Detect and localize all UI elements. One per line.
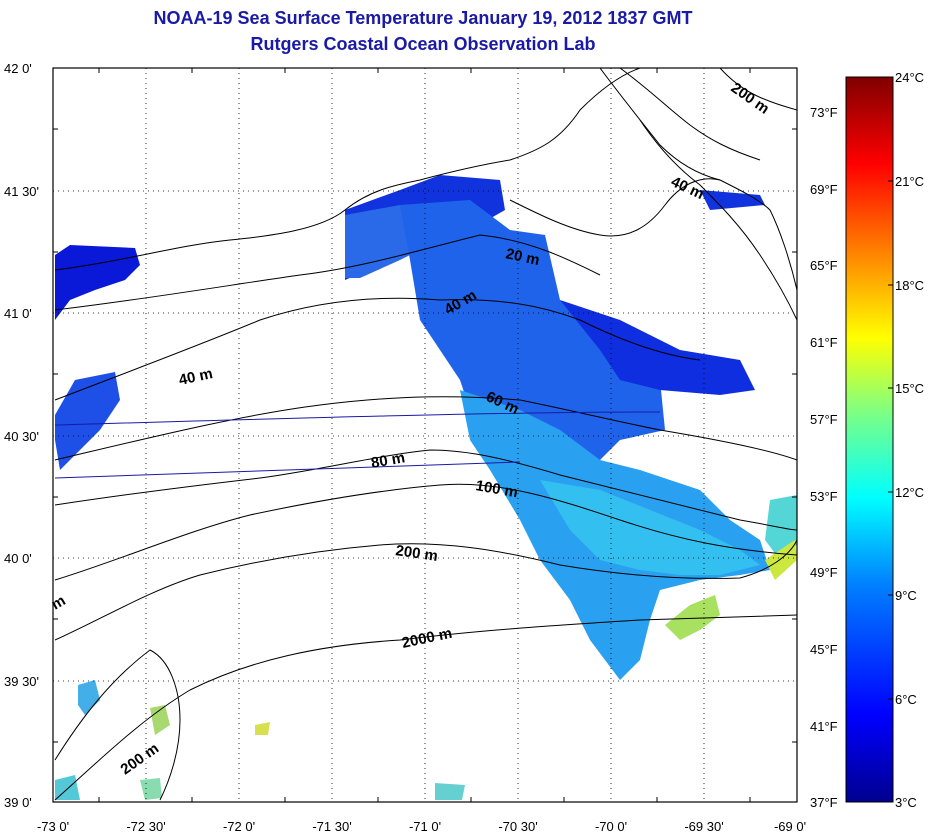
coastline-north [54, 68, 641, 271]
isobath-2000m [54, 614, 797, 801]
label-200m-a: 200 m [394, 542, 438, 565]
contour-layer [54, 68, 797, 801]
sst-patch-west [55, 245, 140, 320]
f-label: 57°F [810, 412, 838, 427]
y-tick-label: 40 0' [4, 551, 32, 566]
x-tick-label: -72 30' [126, 819, 165, 834]
y-tick-label: 40 30' [4, 429, 39, 444]
sst-patch-s-1 [435, 783, 465, 800]
map-title: NOAA-19 Sea Surface Temperature January … [153, 8, 693, 28]
sst-patch-sw-5 [140, 778, 162, 800]
isobath-ne-2 [599, 68, 721, 181]
c-label: 15°C [895, 381, 924, 396]
y-tick-label: 39 30' [4, 674, 39, 689]
x-tick-label: -73 0' [37, 819, 69, 834]
sst-patch-shelf [400, 200, 665, 470]
x-tick-label: -69 0' [774, 819, 806, 834]
isobath-200m-sw [54, 649, 181, 801]
x-tick-label: -72 0' [223, 819, 255, 834]
sst-patch-nantucket [560, 300, 755, 395]
sst-patch-coastal-west [55, 372, 120, 470]
map-subtitle: Rutgers Coastal Ocean Observation Lab [250, 34, 596, 54]
sst-patch-shelf-break [540, 480, 760, 575]
y-tick-label: 41 30' [4, 184, 39, 199]
label-40m-c: 40 m [668, 173, 706, 203]
sst-patch-sw-1 [78, 680, 100, 715]
x-tick-labels: -73 0' -72 30' -72 0' -71 30' -71 0' -70… [37, 819, 806, 834]
x-tick-label: -70 0' [595, 819, 627, 834]
isobath-20m [54, 234, 601, 311]
label-40m-b: 40 m [177, 365, 214, 389]
label-200m-b: 200 m [118, 740, 163, 778]
sst-patch-warm-south [665, 595, 720, 640]
label-m-edge: m [49, 592, 69, 613]
c-label: 21°C [895, 174, 924, 189]
map-frame [52, 67, 798, 803]
sst-patch-warm-east [765, 540, 797, 580]
sst-patch-sw-2 [150, 705, 170, 735]
sst-patch-sw-3 [255, 722, 270, 735]
c-label: 18°C [895, 278, 924, 293]
x-tick-label: -69 30' [684, 819, 723, 834]
sst-data-layer [55, 175, 797, 800]
fahrenheit-labels: 73°F 69°F 65°F 61°F 57°F 53°F 49°F 45°F … [810, 105, 838, 810]
label-80m: 80 m [370, 449, 407, 472]
f-label: 53°F [810, 489, 838, 504]
f-label: 73°F [810, 105, 838, 120]
colorbar [845, 76, 894, 803]
y-tick-label: 42 0' [4, 61, 32, 76]
label-2000m: 2000 m [400, 625, 453, 652]
isobath-100m [54, 483, 797, 581]
isobath-200m [54, 539, 797, 641]
frame-ticks [53, 68, 797, 802]
isobath-ne-3 [719, 68, 797, 111]
x-tick-label: -71 30' [312, 819, 351, 834]
c-label: 3°C [895, 795, 917, 810]
c-label: 6°C [895, 692, 917, 707]
label-200m-c: 200 m [728, 79, 773, 117]
colorbar-ticks [888, 180, 893, 700]
track-line-1 [54, 411, 661, 426]
isobath-80m [54, 449, 797, 531]
c-label: 9°C [895, 588, 917, 603]
f-label: 69°F [810, 182, 838, 197]
graticule [53, 68, 797, 802]
f-label: 65°F [810, 258, 838, 273]
isobath-200m-ne [619, 68, 761, 161]
isobath-40m [54, 297, 701, 401]
f-label: 49°F [810, 565, 838, 580]
isobath-40m-east [639, 119, 797, 321]
f-label: 45°F [810, 642, 838, 657]
y-tick-label: 39 0' [4, 795, 32, 810]
y-tick-label: 41 0' [4, 306, 32, 321]
f-label: 37°F [810, 795, 838, 810]
c-label: 12°C [895, 485, 924, 500]
x-tick-label: -70 30' [498, 819, 537, 834]
f-label: 41°F [810, 719, 838, 734]
celsius-labels: 24°C 21°C 18°C 15°C 12°C 9°C 6°C 3°C [895, 70, 924, 810]
y-tick-labels: 42 0' 41 30' 41 0' 40 30' 40 0' 39 30' 3… [4, 61, 39, 810]
coastline-cape [509, 178, 797, 291]
track-line-2 [54, 461, 521, 479]
x-tick-label: -71 0' [409, 819, 441, 834]
f-label: 61°F [810, 335, 838, 350]
label-20m: 20 m [504, 245, 541, 269]
sst-patch-ne-1 [700, 190, 765, 210]
c-label: 24°C [895, 70, 924, 85]
